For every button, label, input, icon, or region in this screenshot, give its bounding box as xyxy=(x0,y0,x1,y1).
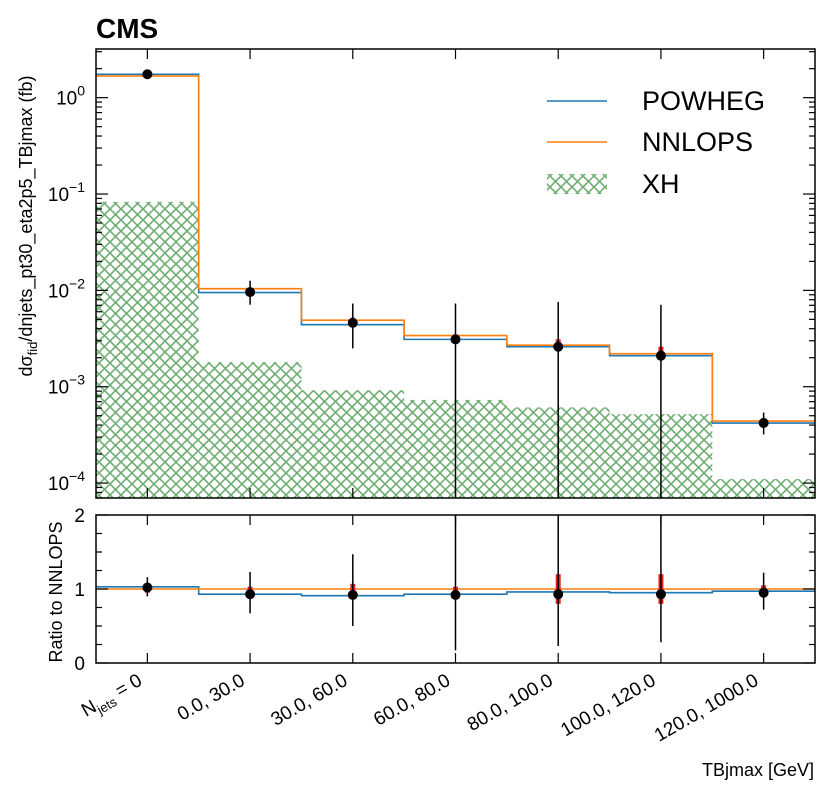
main-y-axis-title: dσfid/dnjets_pt30_eta2p5_TBjmax (fb) xyxy=(16,75,40,376)
data-point xyxy=(142,69,153,80)
xh-bar xyxy=(96,201,199,498)
data-point xyxy=(758,418,769,429)
legend-label: XH xyxy=(642,169,680,199)
y-tick-label: 10−1 xyxy=(48,179,85,206)
x-tick-label: 30.0, 60.0 xyxy=(268,670,352,730)
x-axis-title: TBjmax [GeV] xyxy=(702,760,814,780)
legend-label: NNLOPS xyxy=(642,127,753,157)
data-point xyxy=(347,317,358,328)
ratio-panel xyxy=(96,515,815,651)
xh-bar xyxy=(301,390,405,498)
legend-label: POWHEG xyxy=(642,86,765,116)
x-tick-label: 0.0, 30.0 xyxy=(174,670,249,725)
legend: POWHEG NNLOPS XH xyxy=(547,86,765,199)
data-point xyxy=(245,287,256,298)
y-tick-label: 10−3 xyxy=(48,372,85,399)
data-ratio-point xyxy=(655,589,666,600)
xh-bar xyxy=(198,362,302,498)
x-tick-labels: Njets = 0 0.0, 30.0 30.0, 60.0 60.0, 80.0 80… xyxy=(78,670,762,746)
ratio-y-tick-label: 2 xyxy=(74,506,85,527)
experiment-label: CMS xyxy=(96,13,158,44)
data-ratio-point xyxy=(347,589,358,600)
data-ratio-point xyxy=(245,589,256,600)
data-ratio-point xyxy=(450,589,461,600)
x-tick-label: 100.0, 120.0 xyxy=(557,670,659,741)
data-ratio-point xyxy=(553,589,564,600)
x-tick-label: 80.0, 100.0 xyxy=(464,670,557,736)
y-tick-label: 10−2 xyxy=(48,275,85,302)
data-point xyxy=(450,334,461,345)
y-tick-label: 100 xyxy=(56,83,85,110)
y-tick-label: 10−4 xyxy=(48,468,85,495)
ratio-y-tick-label: 1 xyxy=(74,580,85,601)
main-panel-axes: 100 10−1 10−2 10−3 10−4 xyxy=(48,48,816,499)
x-tick-label: Njets = 0 xyxy=(78,670,147,724)
ratio-y-axis-title: Ratio to NNLOPS xyxy=(46,521,66,662)
x-tick-label: 60.0, 80.0 xyxy=(370,670,454,730)
x-tick-label: 120.0, 1000.0 xyxy=(651,670,762,746)
main-panel xyxy=(96,69,815,498)
ratio-panel-axes: 0 1 2 xyxy=(74,506,816,675)
data-ratio-point xyxy=(758,587,769,598)
data-point xyxy=(553,341,564,352)
data-point xyxy=(655,350,666,361)
ratio-y-tick-label: 0 xyxy=(74,654,85,675)
data-ratio-point xyxy=(142,582,153,593)
legend-swatch-xh xyxy=(547,174,607,194)
